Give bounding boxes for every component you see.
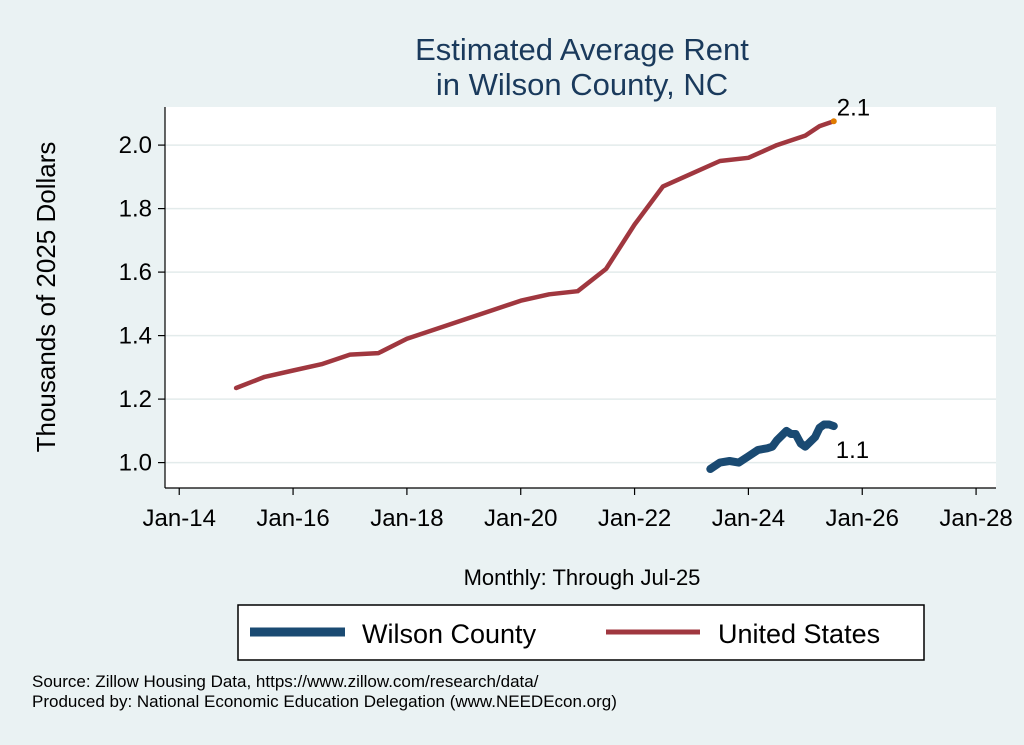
x-tick-label: Jan-22 <box>598 505 671 532</box>
gridlines <box>165 144 996 464</box>
plot-area <box>165 107 996 488</box>
chart-title-line-2: in Wilson County, NC <box>436 67 728 102</box>
x-tick-label: Jan-16 <box>256 505 329 532</box>
y-tick-label: 1.8 <box>119 196 152 223</box>
legend-box <box>237 604 925 661</box>
source-note: Source: Zillow Housing Data, https://www… <box>32 672 539 691</box>
x-tick-label: Jan-26 <box>826 505 899 532</box>
x-axis-label: Monthly: Through Jul-25 <box>464 565 701 590</box>
y-axis-label: Thousands of 2025 Dollars <box>31 142 61 453</box>
end-label-united-states: 2.1 <box>837 94 870 121</box>
x-tick-label: Jan-14 <box>143 505 216 532</box>
x-tick-label: Jan-28 <box>939 505 1012 532</box>
legend-label-wilson: Wilson County <box>362 619 537 649</box>
y-tick-label: 1.2 <box>119 386 152 413</box>
x-tick-label: Jan-24 <box>712 505 785 532</box>
y-tick-label: 1.6 <box>119 259 152 286</box>
axes: 1.0 1.2 1.4 1.6 1.8 2.0 Jan-14 Jan-16 Jan-18 Jan-… <box>119 107 1013 532</box>
produced-by-note: Produced by: National Economic Education… <box>32 692 617 711</box>
y-tick-label: 2.0 <box>119 132 152 159</box>
us-end-marker <box>830 118 837 125</box>
series-line-wilson-county <box>706 420 838 473</box>
legend: Wilson County United States <box>237 604 925 661</box>
chart-title-line-1: Estimated Average Rent <box>415 32 749 67</box>
series-lines <box>233 118 838 473</box>
x-tick-label: Jan-18 <box>370 505 443 532</box>
series-line-united-states <box>233 119 837 391</box>
end-label-wilson-county: 1.1 <box>836 437 869 464</box>
y-tick-label: 1.0 <box>119 450 152 477</box>
legend-label-us: United States <box>718 619 880 649</box>
y-tick-label: 1.4 <box>119 323 152 350</box>
end-labels: 2.1 1.1 <box>836 94 870 464</box>
x-tick-label: Jan-20 <box>484 505 557 532</box>
